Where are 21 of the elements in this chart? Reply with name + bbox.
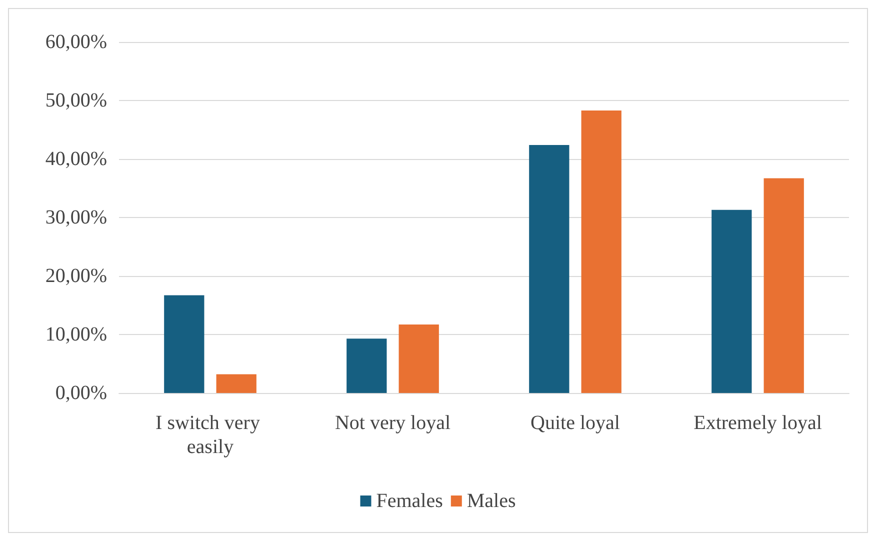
- y-tick-label: 30,00%: [45, 206, 107, 228]
- x-tick-label: Not very loyal: [334, 412, 451, 434]
- bar: [216, 374, 256, 393]
- x-tick-label: Extremely loyal: [694, 412, 822, 434]
- bar: [581, 110, 622, 393]
- x-tick-label: I switch very easily: [156, 412, 265, 458]
- y-tick-label: 20,00%: [45, 265, 107, 287]
- bar: [398, 324, 439, 393]
- bar: [764, 178, 804, 393]
- y-tick-label: 0,00%: [55, 382, 107, 404]
- bar: [529, 144, 570, 393]
- bar: [346, 338, 387, 393]
- x-tick-label: Quite loyal: [530, 412, 620, 434]
- legend-label: Males: [466, 490, 516, 512]
- y-tick-label: 10,00%: [45, 324, 107, 346]
- bar: [712, 210, 752, 393]
- y-tick-label: 50,00%: [45, 90, 107, 112]
- bar: [164, 295, 204, 393]
- legend-label: Females: [376, 490, 444, 512]
- y-tick-label: 60,00%: [45, 31, 107, 53]
- y-tick-label: 40,00%: [45, 148, 107, 170]
